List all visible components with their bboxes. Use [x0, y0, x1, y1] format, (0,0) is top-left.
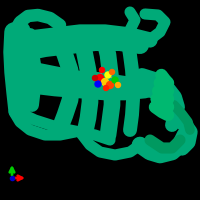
Circle shape — [96, 74, 104, 82]
Circle shape — [116, 82, 120, 88]
Circle shape — [102, 78, 108, 86]
Circle shape — [112, 77, 118, 83]
Circle shape — [106, 82, 114, 88]
Circle shape — [92, 75, 98, 80]
Circle shape — [95, 81, 101, 87]
Circle shape — [100, 68, 104, 72]
Circle shape — [104, 86, 108, 90]
Circle shape — [110, 70, 114, 74]
Circle shape — [105, 72, 111, 78]
